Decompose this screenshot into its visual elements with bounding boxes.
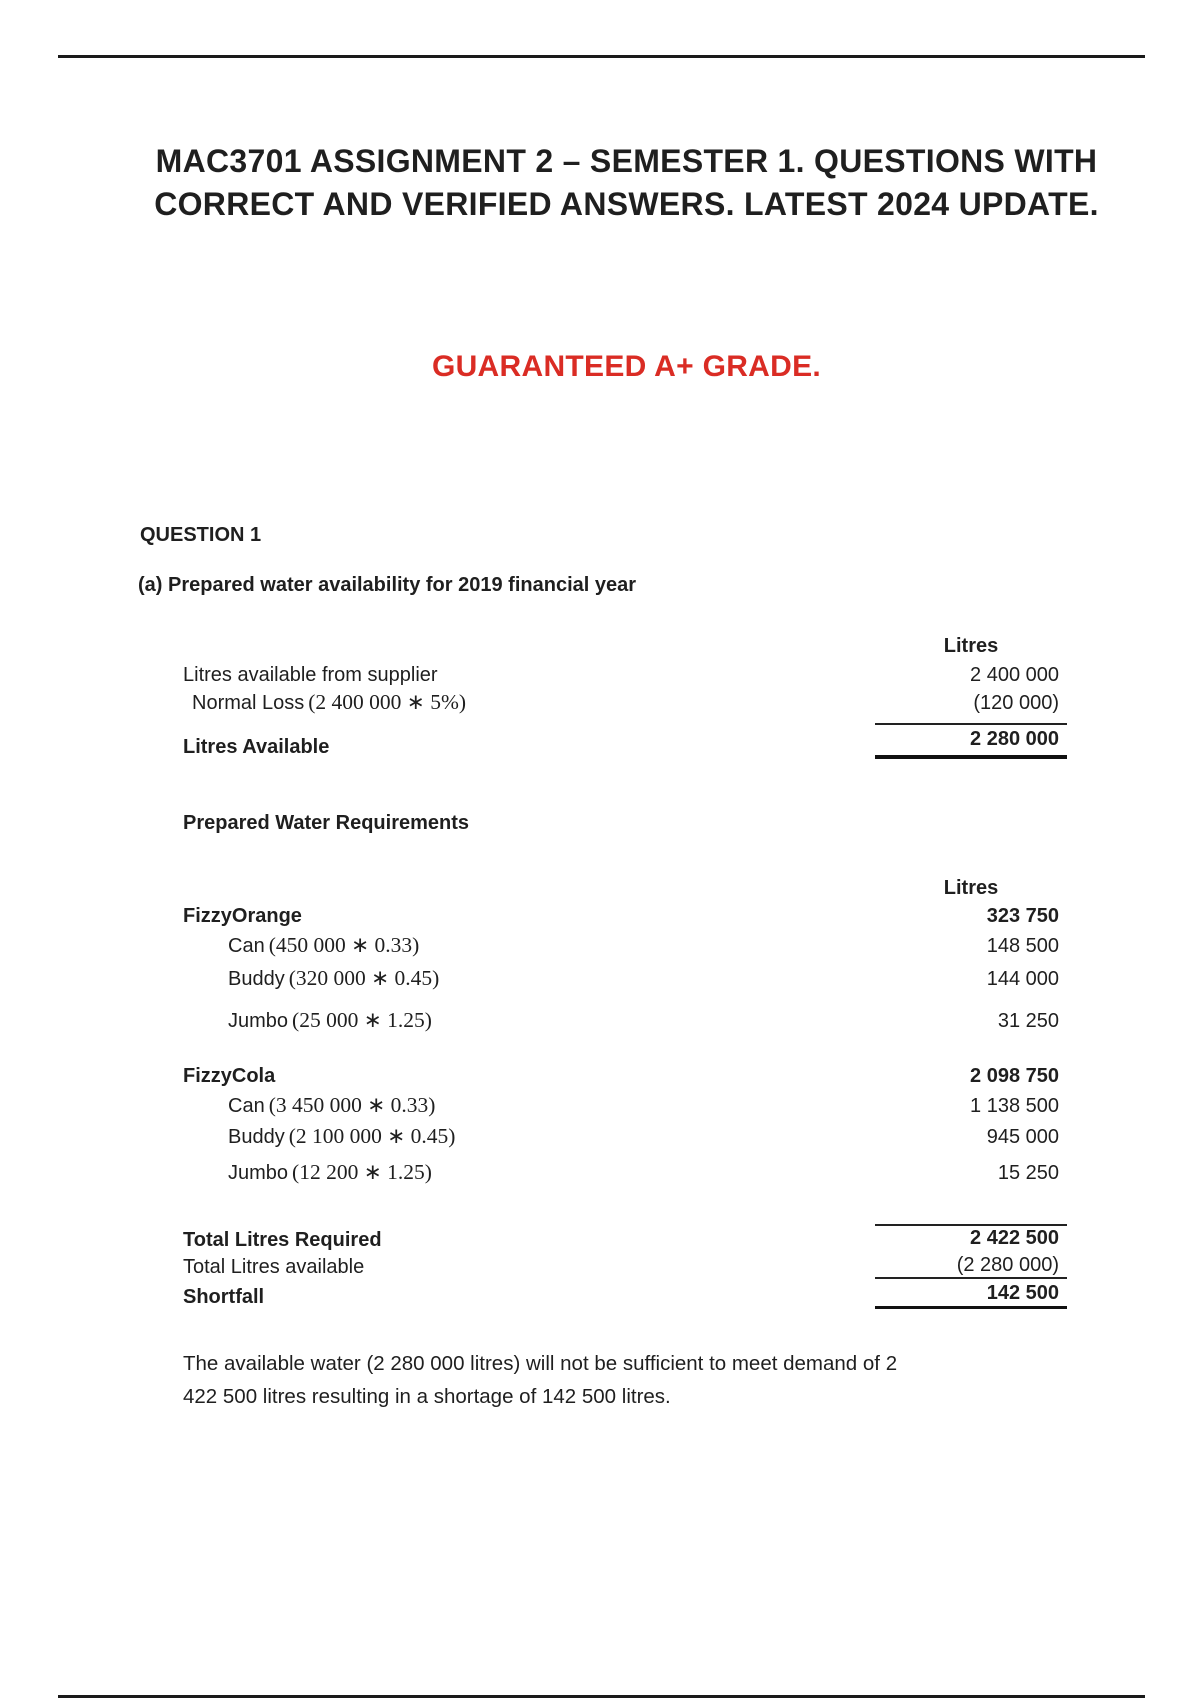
row-value: 1 138 500 [970, 1095, 1059, 1117]
document-title: MAC3701 ASSIGNMENT 2 – SEMESTER 1. QUEST… [154, 143, 1099, 222]
row-formula: (25 000 ∗ 1.25) [292, 1008, 432, 1032]
table-row: Litres available from supplier 2 400 000 [138, 658, 1067, 687]
row-label: Buddy (320 000 ∗ 0.45) [138, 967, 875, 991]
row-label-text: Buddy [228, 1126, 285, 1148]
row-label: Litres Available [183, 736, 330, 758]
row-label: Buddy (2 100 000 ∗ 0.45) [138, 1125, 875, 1149]
row-value: 144 000 [986, 968, 1059, 990]
row-value: 142 500 [875, 1282, 1067, 1309]
row-label: Total Litres available [183, 1256, 365, 1278]
row-formula: (12 200 ∗ 1.25) [292, 1160, 432, 1184]
table-shortfall-row: Shortfall 142 500 [138, 1279, 1067, 1309]
table-total-row: Litres Available 2 280 000 [138, 723, 1067, 759]
row-label: FizzyCola [183, 1065, 276, 1087]
row-value: (120 000) [973, 692, 1059, 714]
row-label-text: Buddy [228, 968, 285, 990]
conclusion-paragraph: The available water (2 280 000 litres) w… [183, 1347, 1083, 1413]
row-label: Can (3 450 000 ∗ 0.33) [138, 1094, 875, 1118]
bottom-border-rule [58, 1695, 1145, 1698]
row-label-text: Jumbo [228, 1010, 289, 1032]
part-a-heading: (a) Prepared water availability for 2019… [138, 574, 637, 596]
row-label: Litres available from supplier [183, 664, 438, 686]
row-label: Jumbo (12 200 ∗ 1.25) [138, 1161, 875, 1185]
row-value: 148 500 [986, 935, 1059, 957]
conclusion-line: The available water (2 280 000 litres) w… [183, 1352, 898, 1375]
row-label: Can (450 000 ∗ 0.33) [138, 934, 875, 958]
table-row: Jumbo (25 000 ∗ 1.25) 31 250 [138, 991, 1067, 1033]
table-row: Can (3 450 000 ∗ 0.33) 1 138 500 [138, 1088, 1067, 1118]
row-label: Normal Loss (2 400 000 ∗ 5%) [138, 691, 875, 715]
row-label: Total Litres Required [183, 1229, 382, 1251]
row-value: 2 098 750 [970, 1065, 1059, 1087]
litres-column-header: Litres [943, 635, 999, 657]
table-row-fizzycola: FizzyCola 2 098 750 [138, 1033, 1067, 1088]
table-row: Buddy (320 000 ∗ 0.45) 144 000 [138, 958, 1067, 991]
row-label: Shortfall [183, 1286, 265, 1308]
litres-column-header: Litres [943, 877, 999, 899]
table-header-row: Litres [138, 858, 1067, 900]
table-row: Buddy (2 100 000 ∗ 0.45) 945 000 [138, 1118, 1067, 1149]
row-value: 945 000 [986, 1126, 1059, 1148]
table-total-available-row: Total Litres available (2 280 000) [138, 1252, 1067, 1279]
row-formula: (3 450 000 ∗ 0.33) [268, 1093, 436, 1117]
row-value: 2 400 000 [970, 664, 1059, 686]
row-label-text: Normal Loss [192, 692, 305, 714]
water-availability-table: Litres Litres available from supplier 2 … [138, 615, 1067, 759]
row-value: 2 422 500 [875, 1224, 1067, 1252]
table-total-required-row: Total Litres Required 2 422 500 [138, 1224, 1067, 1252]
table-row: Jumbo (12 200 ∗ 1.25) 15 250 [138, 1149, 1067, 1185]
row-value: 323 750 [986, 905, 1059, 927]
question-number-heading: QUESTION 1 [140, 524, 262, 546]
row-label-text: Can [228, 935, 265, 957]
row-formula: (2 100 000 ∗ 0.45) [288, 1124, 456, 1148]
conclusion-line: 422 500 litres resulting in a shortage o… [183, 1385, 671, 1408]
guarantee-subtitle: GUARANTEED A+ GRADE. [431, 350, 822, 383]
table-row: Can (450 000 ∗ 0.33) 148 500 [138, 928, 1067, 958]
row-formula: (2 400 000 ∗ 5%) [308, 690, 467, 714]
row-value: 2 280 000 [875, 723, 1067, 759]
water-requirements-table: Litres FizzyOrange 323 750 Can (450 000 ∗… [138, 858, 1067, 1309]
top-border-rule [58, 55, 1145, 58]
row-label-text: Can [228, 1095, 265, 1117]
row-value: (2 280 000) [875, 1254, 1067, 1279]
row-label: FizzyOrange [183, 905, 302, 927]
row-formula: (450 000 ∗ 0.33) [268, 933, 420, 957]
row-value: 15 250 [997, 1162, 1059, 1184]
row-formula: (320 000 ∗ 0.45) [288, 966, 440, 990]
table-header-row: Litres [138, 615, 1067, 658]
row-label: Jumbo (25 000 ∗ 1.25) [138, 1009, 875, 1033]
row-value: 31 250 [997, 1010, 1059, 1032]
row-label-text: Jumbo [228, 1162, 289, 1184]
table-row: Normal Loss (2 400 000 ∗ 5%) (120 000) [138, 687, 1067, 715]
requirements-section-heading: Prepared Water Requirements [183, 812, 470, 834]
table-row-fizzyorange: FizzyOrange 323 750 [138, 900, 1067, 928]
